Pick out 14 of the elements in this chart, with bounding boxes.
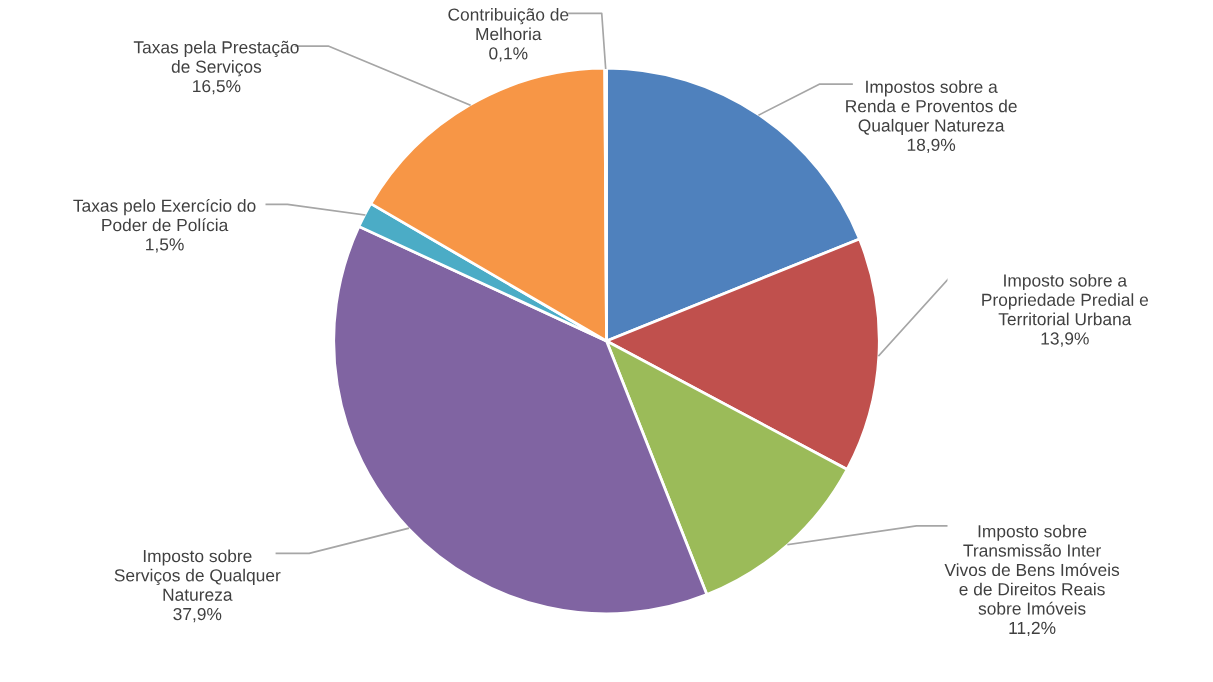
data-label: 1,5% xyxy=(146,238,184,253)
data-label: 16,5% xyxy=(193,79,241,95)
slice-label: Imposto sobre a Propriedade Predial e Territorial Urbana xyxy=(982,273,1148,326)
slice-label: Contribuição de Melhoria xyxy=(448,8,569,41)
data-label: 37,9% xyxy=(173,607,222,623)
slice-label: Imposto sobre Serviços de Qualquer Natureza xyxy=(114,549,281,601)
slice-label: Taxas pela Prestação de Serviços xyxy=(133,40,299,77)
slice-label: Imposto sobre Transmissão Inter Vivos de Bens Imóveis e de Direitos Reais sobre Imóveis xyxy=(944,524,1120,615)
data-label: 13,9% xyxy=(1041,332,1089,347)
data-label: 11,2% xyxy=(1009,621,1056,637)
data-label: 18,9% xyxy=(907,138,956,154)
slice-label: Taxas pelo Exercício do Poder de Polícia xyxy=(73,198,256,232)
data-label: 0,1% xyxy=(489,47,528,62)
slice-label: Impostos sobre a Renda e Proventos de Qualquer Natureza xyxy=(846,80,1017,136)
